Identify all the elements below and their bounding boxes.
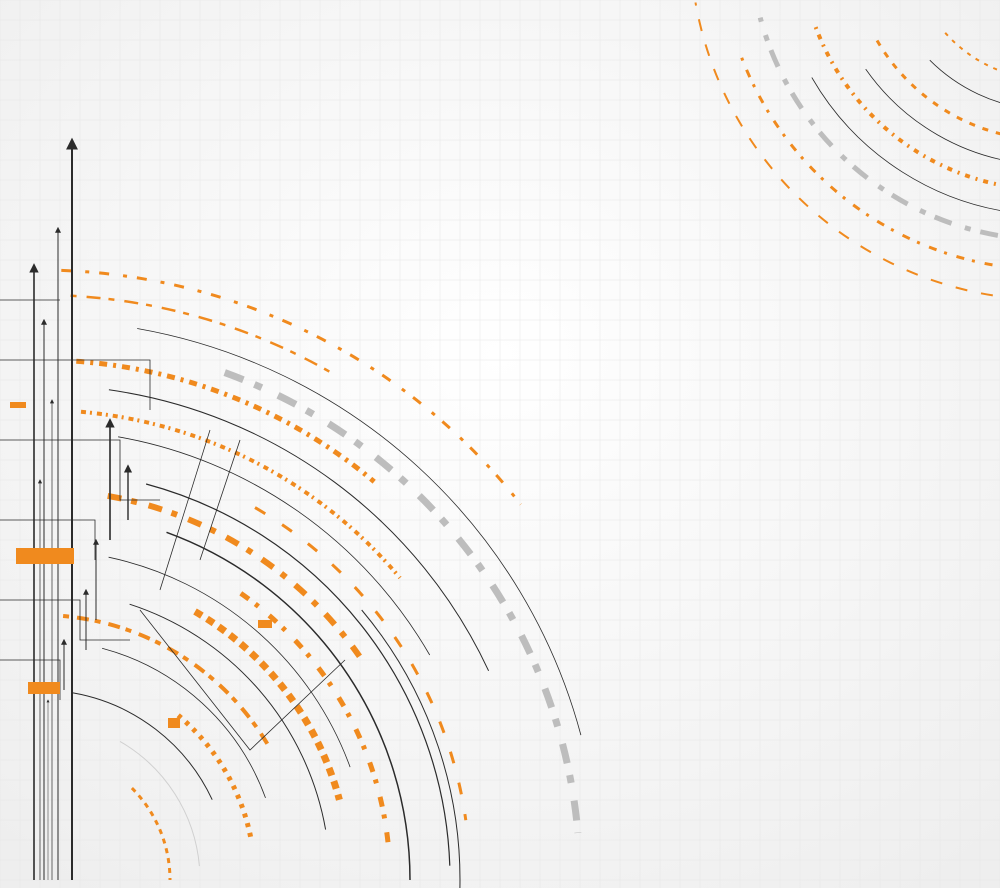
arc-segment — [694, 2, 1000, 298]
arc-segment — [738, 52, 1000, 268]
circuit-trace — [0, 359, 151, 410]
arc-segment — [107, 492, 362, 659]
arc-segment — [108, 389, 490, 672]
arc-segment — [108, 556, 351, 768]
arc-segment — [145, 483, 451, 866]
arc-segment — [61, 268, 522, 506]
arc-segment — [223, 369, 582, 834]
circuit-trace — [159, 429, 211, 591]
left-arc-cluster — [61, 268, 582, 888]
arc-segment — [176, 713, 255, 844]
orange-block — [10, 402, 26, 408]
arc-segment — [875, 39, 1000, 136]
arc-arrow — [361, 609, 461, 888]
arc-segment — [254, 506, 468, 821]
orange-block — [168, 718, 180, 728]
arc-segment — [929, 59, 1000, 103]
arc-segment — [757, 16, 999, 238]
circuit-trace — [139, 609, 346, 751]
circuit-trace — [0, 439, 160, 501]
arc-segment — [119, 740, 200, 867]
orange-block — [258, 620, 272, 628]
orange-block — [16, 548, 74, 564]
orange-blocks — [10, 402, 272, 728]
arc-segment — [62, 614, 272, 749]
circuit-trace — [0, 519, 96, 560]
arc-segment — [70, 294, 334, 375]
arc-segment — [72, 692, 213, 800]
arc-segment — [865, 68, 1000, 160]
arc-segment — [193, 608, 343, 801]
arc-segment — [101, 647, 266, 799]
arc-segment — [811, 77, 1000, 211]
arc-segment — [239, 591, 392, 850]
circuit-trace — [0, 599, 130, 641]
arc-segment — [129, 603, 327, 830]
orange-block — [28, 682, 60, 694]
arc-segment — [76, 358, 376, 484]
arc-segment — [137, 328, 582, 736]
arc-segment — [80, 409, 402, 580]
arc-segment — [130, 787, 172, 881]
arc-segment — [166, 531, 411, 881]
arc-segment — [118, 436, 431, 656]
top-right-arc-cluster — [694, 2, 1000, 298]
circuit-trace — [199, 439, 241, 561]
